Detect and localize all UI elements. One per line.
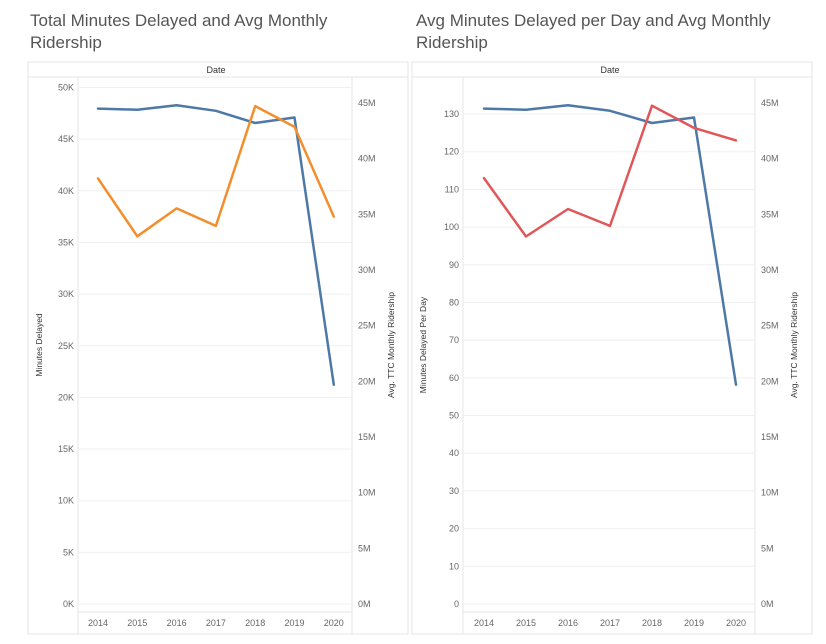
y-left-tick-label: 0K [63,599,74,609]
y-right-tick-label: 45M [761,98,779,108]
y-left-tick-label: 20 [449,524,459,534]
y-right-tick-label: 10M [761,488,779,498]
y-left-tick-label: 130 [444,109,459,119]
x-tick-label: 2015 [127,618,147,628]
column-header-label: Date [206,65,225,75]
y-right-tick-label: 25M [358,321,376,331]
y-right-tick-label: 40M [358,154,376,164]
delay-series-line [482,104,738,238]
x-tick-label: 2018 [642,618,662,628]
x-tick-label: 2014 [474,618,494,628]
chart-title-line-1: Total Minutes Delayed and Avg Monthly [30,11,328,30]
chart-title-total-minutes: Total Minutes Delayed and Avg Monthly Ri… [30,10,327,54]
y-left-tick-label: 50 [449,411,459,421]
y-left-tick-label: 40 [449,448,459,458]
y-right-tick-label: 35M [761,209,779,219]
y-left-tick-label: 45K [58,134,74,144]
chart-title-line-1: Avg Minutes Delayed per Day and Avg Mont… [416,11,771,30]
x-tick-label: 2019 [284,618,304,628]
y-left-tick-label: 25K [58,341,74,351]
y-left-tick-label: 10 [449,561,459,571]
y-left-tick-label: 35K [58,237,74,247]
y-left-tick-label: 40K [58,186,74,196]
y-right-tick-label: 5M [761,543,774,553]
column-header-label: Date [600,65,619,75]
y-right-tick-label: 10M [358,488,376,498]
x-tick-label: 2017 [600,618,620,628]
y-left-tick-label: 30 [449,486,459,496]
y-right-tick-label: 0M [358,599,371,609]
y-left-tick-label: 20K [58,392,74,402]
y-left-axis-title: Minutes Delayed Per Day [418,296,428,393]
chart-frame [411,61,813,635]
y-left-tick-label: 80 [449,297,459,307]
y-right-tick-label: 25M [761,321,779,331]
y-right-tick-label: 20M [761,376,779,386]
y-right-axis-title: Avg. TTC Monthly Ridership [386,292,396,398]
y-right-tick-label: 45M [358,98,376,108]
x-tick-label: 2019 [684,618,704,628]
x-tick-label: 2020 [324,618,344,628]
y-right-tick-label: 15M [761,432,779,442]
y-left-tick-label: 70 [449,335,459,345]
chart-title-avg-minutes: Avg Minutes Delayed per Day and Avg Mont… [416,10,771,54]
chart-title-line-2: Ridership [30,33,102,52]
y-left-tick-label: 5K [63,547,74,557]
delay-series-line [96,104,336,238]
x-tick-label: 2014 [88,618,108,628]
y-left-tick-label: 50K [58,83,74,93]
y-right-tick-label: 15M [358,432,376,442]
x-tick-label: 2018 [245,618,265,628]
x-tick-label: 2015 [516,618,536,628]
x-tick-label: 2020 [726,618,746,628]
ridership-series-line [96,103,336,386]
y-right-tick-label: 5M [358,543,371,553]
y-right-tick-label: 30M [358,265,376,275]
y-right-tick-label: 20M [358,376,376,386]
y-left-tick-label: 90 [449,260,459,270]
y-right-tick-label: 35M [358,209,376,219]
chart-frame [27,61,409,635]
y-left-tick-label: 100 [444,222,459,232]
y-right-tick-label: 0M [761,599,774,609]
y-left-tick-label: 0 [454,599,459,609]
ridership-series-line [482,103,738,386]
y-right-axis-title: Avg. TTC Monthly Ridership [789,292,799,398]
y-left-tick-label: 110 [445,184,459,194]
x-tick-label: 2017 [206,618,226,628]
y-left-tick-label: 15K [58,444,74,454]
y-left-tick-label: 120 [444,147,459,157]
chart-title-line-2: Ridership [416,33,488,52]
y-right-tick-label: 40M [761,154,779,164]
x-tick-label: 2016 [167,618,187,628]
y-left-tick-label: 10K [58,496,74,506]
y-right-tick-label: 30M [761,265,779,275]
y-left-tick-label: 30K [58,289,74,299]
x-tick-label: 2016 [558,618,578,628]
y-left-tick-label: 60 [449,373,459,383]
y-left-axis-title: Minutes Delayed [34,313,44,377]
